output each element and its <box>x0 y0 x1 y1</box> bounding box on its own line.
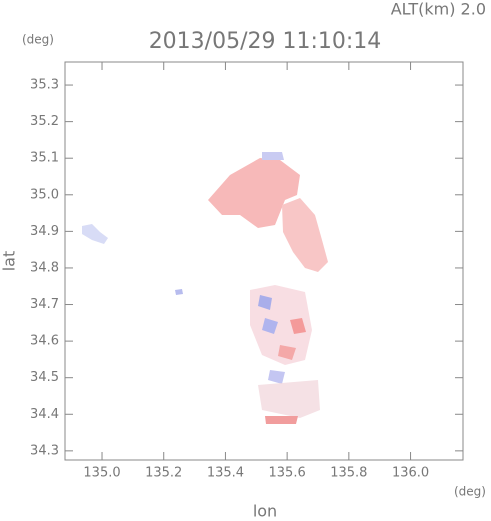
echo <box>82 224 108 244</box>
y-tick-label: 35.1 <box>30 151 59 166</box>
y-tick-label: 34.9 <box>30 224 59 239</box>
annotation: ALT(km) 2.0 <box>391 0 486 19</box>
y-tick-label: 35.0 <box>30 187 59 202</box>
echo <box>265 416 298 424</box>
echo <box>258 380 320 418</box>
echo <box>290 318 306 334</box>
y-tick-label: 34.7 <box>30 297 59 312</box>
echo <box>262 318 278 334</box>
radar-echoes <box>82 152 328 424</box>
chart-title: 2013/05/29 11:10:14 <box>149 29 382 54</box>
y-tick-label: 34.5 <box>30 370 59 385</box>
x-tick-label: 135.6 <box>269 466 306 481</box>
x-unit: (deg) <box>454 485 486 499</box>
y-axis-label: lat <box>0 251 19 272</box>
x-tick-label: 135.4 <box>207 466 244 481</box>
echo <box>268 370 285 384</box>
x-tick-label: 136.0 <box>392 466 429 481</box>
echo <box>175 289 183 295</box>
y-tick-label: 35.3 <box>30 78 59 93</box>
y-tick-label: 34.8 <box>30 260 59 275</box>
y-tick-label: 34.3 <box>30 443 59 458</box>
x-tick-label: 135.8 <box>330 466 367 481</box>
y-tick-label: 34.4 <box>30 407 59 422</box>
echo <box>282 198 328 272</box>
x-tick-label: 135.2 <box>145 466 182 481</box>
y-unit: (deg) <box>22 33 54 47</box>
plot-frame <box>64 61 464 461</box>
echo <box>258 295 272 310</box>
y-tick-label: 34.6 <box>30 334 59 349</box>
echo <box>278 345 296 360</box>
echo <box>262 152 284 160</box>
y-tick-label: 35.2 <box>30 114 59 129</box>
x-axis-label: lon <box>253 502 277 521</box>
x-tick-label: 135.0 <box>83 466 120 481</box>
echo <box>208 158 300 228</box>
